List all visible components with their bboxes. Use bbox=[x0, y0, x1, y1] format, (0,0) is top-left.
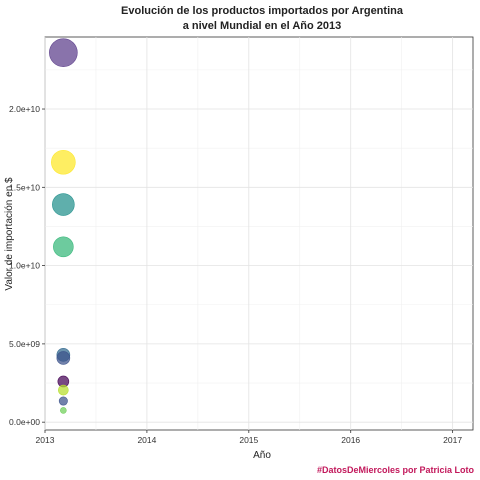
chart-title-line-1: Evolución de los productos importados po… bbox=[121, 5, 404, 17]
x-tick-label: 2015 bbox=[239, 435, 258, 445]
plot-panel bbox=[44, 36, 474, 431]
y-tick-label: 2.0e+10 bbox=[9, 104, 40, 114]
x-tick-label: 2016 bbox=[341, 435, 360, 445]
y-tick-label: 5.0e+09 bbox=[9, 339, 40, 349]
y-axis-ticks: 0.0e+00 5.0e+09 1.0e+10 1.5e+10 2.0e+10 bbox=[9, 104, 45, 427]
chart-title-line-2: a nivel Mundial en el Año 2013 bbox=[183, 20, 342, 32]
data-point bbox=[49, 38, 78, 67]
y-tick-label: 0.0e+00 bbox=[9, 417, 40, 427]
data-point bbox=[51, 149, 76, 175]
y-axis-label: Valor de importación en $ bbox=[4, 177, 15, 291]
x-axis-label: Año bbox=[253, 450, 271, 461]
data-points bbox=[49, 38, 78, 414]
data-point bbox=[56, 351, 71, 365]
y-tick-label: 1.0e+10 bbox=[9, 261, 40, 271]
x-axis-ticks: 2013 2014 2015 2016 2017 bbox=[36, 430, 462, 445]
y-tick-label: 1.5e+10 bbox=[9, 182, 40, 192]
chart-caption: #DatosDeMiercoles por Patricia Loto bbox=[317, 465, 475, 475]
grid-lines bbox=[44, 37, 473, 430]
x-tick-label: 2017 bbox=[443, 435, 462, 445]
x-tick-label: 2013 bbox=[36, 435, 55, 445]
data-point bbox=[52, 193, 75, 216]
data-point bbox=[58, 384, 69, 396]
data-point bbox=[53, 236, 74, 258]
x-tick-label: 2014 bbox=[137, 435, 156, 445]
data-point bbox=[58, 396, 68, 406]
data-point bbox=[60, 407, 67, 414]
